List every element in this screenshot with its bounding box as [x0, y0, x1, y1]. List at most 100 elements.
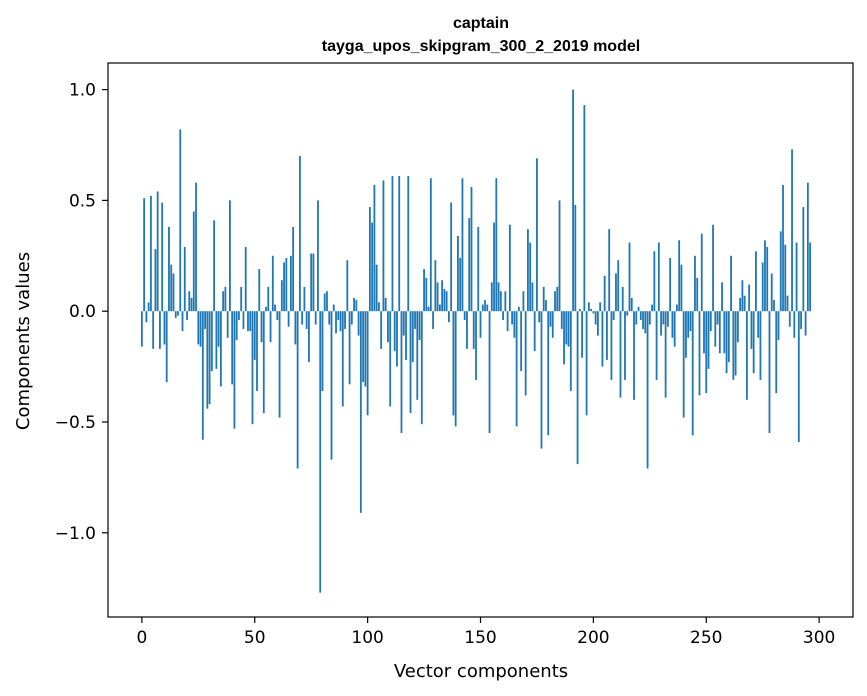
bar [429, 178, 432, 312]
bar [533, 311, 536, 352]
bar [773, 300, 775, 312]
bar [809, 242, 812, 312]
bar [154, 249, 157, 312]
bar [285, 258, 288, 312]
bar [461, 178, 464, 312]
bar [712, 224, 714, 312]
bar [527, 229, 529, 312]
chart-subtitle: tayga_upos_skipgram_300_2_2019 model [322, 38, 640, 55]
bar [669, 258, 672, 312]
bar [477, 226, 480, 312]
bar [208, 311, 211, 405]
bar [705, 311, 708, 394]
bar [443, 289, 446, 312]
bar [615, 273, 617, 312]
bar [217, 311, 220, 347]
bar [262, 311, 265, 414]
bar [725, 311, 728, 374]
y-axis-ticks: −1.0 −0.5 0.0 0.5 1.0 [55, 81, 108, 544]
bar [648, 311, 651, 325]
bar [626, 311, 629, 316]
bar [287, 311, 290, 327]
x-tick-label: 0 [136, 628, 147, 648]
bar [168, 226, 170, 312]
bar [199, 311, 202, 347]
bar [653, 251, 656, 312]
bar [696, 277, 699, 312]
bar [766, 246, 769, 312]
bar [576, 311, 579, 465]
bar [529, 242, 532, 312]
bar [563, 311, 565, 365]
bar [694, 255, 696, 312]
bar [280, 280, 283, 312]
bar [687, 311, 690, 338]
bar [269, 311, 272, 343]
bar [391, 176, 394, 312]
bar [468, 218, 471, 312]
bar [432, 311, 434, 329]
bar [750, 311, 753, 349]
x-tick-label: 50 [244, 628, 266, 648]
bar [366, 311, 369, 416]
bar [183, 246, 186, 312]
bar [549, 311, 552, 327]
bar [804, 311, 807, 336]
bar [317, 200, 319, 312]
bar [784, 244, 787, 312]
bar [531, 282, 534, 312]
bar [608, 229, 611, 312]
bar [332, 304, 335, 312]
bar [662, 311, 665, 325]
bar [301, 311, 304, 325]
x-tick-label: 200 [577, 628, 609, 648]
bar [671, 311, 674, 338]
bar [788, 311, 791, 327]
bar [378, 302, 380, 312]
bar [709, 311, 712, 332]
bar [601, 311, 604, 367]
bar [375, 264, 378, 312]
bar [511, 311, 514, 325]
bar [466, 311, 468, 349]
bar [393, 311, 396, 352]
bar [764, 240, 766, 312]
bar [479, 311, 482, 338]
bar [249, 311, 252, 332]
bar [425, 277, 428, 312]
bar [585, 311, 588, 416]
bars-group [140, 89, 812, 593]
bar [253, 311, 256, 360]
bar [587, 302, 590, 312]
bar [267, 286, 270, 312]
bar [481, 304, 484, 312]
bar [630, 297, 633, 312]
bar [475, 311, 477, 380]
bar [438, 304, 441, 312]
bar [222, 291, 225, 312]
bar [344, 311, 346, 329]
bar [644, 311, 647, 334]
bar [145, 311, 148, 323]
bar [642, 311, 644, 329]
bar [389, 311, 392, 407]
bar [159, 311, 161, 349]
bar [402, 311, 405, 336]
bar [457, 235, 459, 312]
bar [373, 184, 376, 312]
bar [298, 156, 301, 312]
bar [147, 302, 150, 312]
bar [441, 280, 444, 312]
bar [181, 311, 184, 332]
bar [226, 311, 229, 338]
bar [700, 233, 703, 312]
bar [770, 273, 773, 312]
bar [251, 311, 254, 425]
x-tick-label: 150 [464, 628, 496, 648]
bar [536, 158, 538, 312]
bar [689, 311, 692, 332]
bar [215, 311, 218, 369]
bar [736, 311, 739, 343]
bar [610, 311, 613, 380]
